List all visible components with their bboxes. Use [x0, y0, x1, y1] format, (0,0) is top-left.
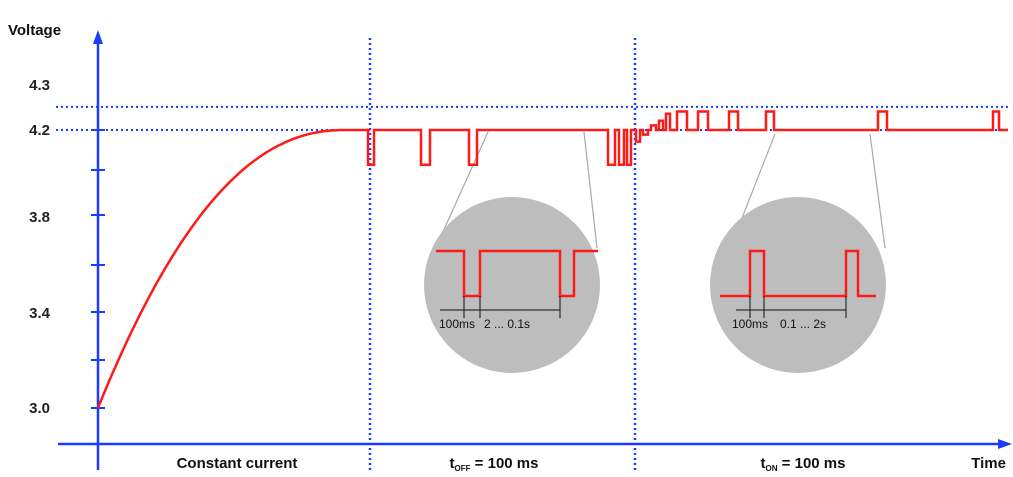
inset-toff-gap-label: 2 ... 0.1s [484, 317, 530, 331]
phase-label-toff: tOFF = 100 ms [450, 455, 539, 473]
inset-ton-gap-label: 0.1 ... 2s [780, 317, 826, 331]
y-axis-title: Voltage [8, 22, 61, 39]
y-tick-label-3.0: 3.0 [29, 400, 50, 417]
y-tick-label-3.8: 3.8 [29, 209, 50, 226]
phase-dividers [368, 38, 637, 470]
y-tick-label-4.2: 4.2 [29, 122, 50, 139]
axes [58, 30, 1012, 470]
inset-toff-waveform [436, 249, 598, 298]
inset-toff-span-label: 100ms [439, 317, 475, 331]
inset-guide-toff-right [583, 131, 598, 249]
reference-lines [56, 105, 1010, 131]
phase-label-ton: tON = 100 ms [761, 455, 846, 473]
y-tick-label-4.3: 4.3 [29, 77, 50, 94]
inset-guide-toff-left [436, 131, 489, 246]
inset-ton-circle [710, 197, 886, 373]
inset-guide-ton-right [869, 133, 886, 249]
insets [424, 131, 886, 373]
y-axis-arrow [93, 30, 103, 44]
x-axis-arrow [998, 439, 1012, 449]
voltage-curve-layer [96, 110, 1008, 409]
inset-toff-circle [424, 197, 600, 373]
phase-label-constant-current: Constant current [177, 455, 298, 472]
y-tick-label-3.4: 3.4 [29, 305, 51, 322]
inset-ton-waveform [720, 249, 876, 298]
inset-ton-span-label: 100ms [732, 317, 768, 331]
x-axis-title: Time [971, 455, 1006, 472]
voltage-series-line [96, 110, 1008, 409]
